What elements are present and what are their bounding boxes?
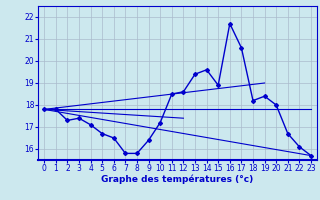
X-axis label: Graphe des températures (°c): Graphe des températures (°c) (101, 175, 254, 184)
